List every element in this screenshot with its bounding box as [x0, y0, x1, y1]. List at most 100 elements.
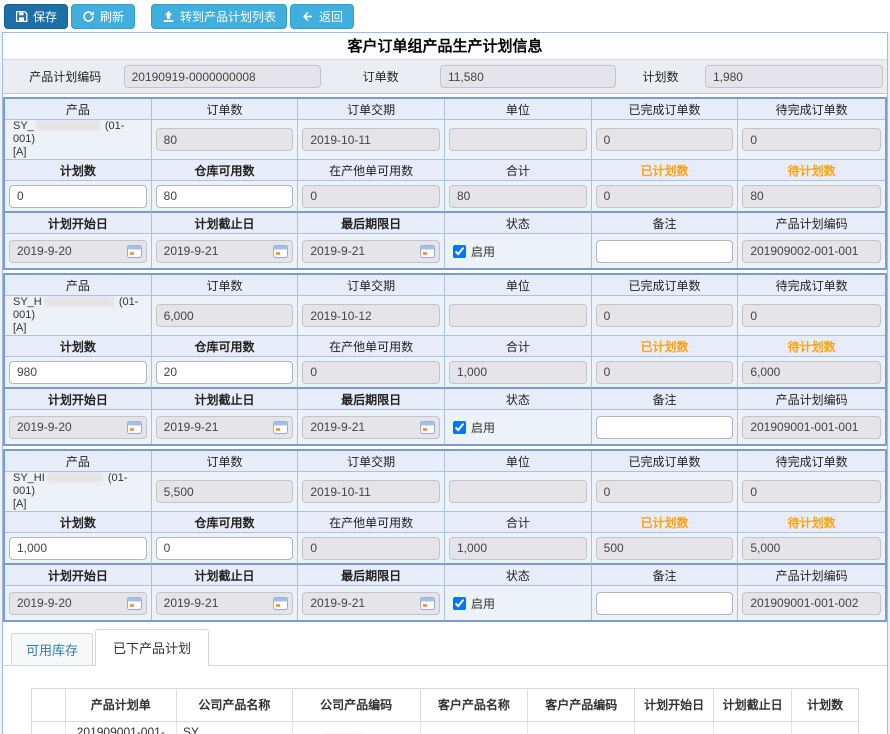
redacted-text	[35, 120, 100, 130]
start-date-input[interactable]	[9, 591, 147, 615]
completed-header: 已完成订单数	[591, 451, 739, 472]
start-date-header: 计划开始日	[5, 565, 152, 586]
deadline-date-input[interactable]	[302, 591, 440, 615]
save-button[interactable]: 保存	[4, 4, 69, 29]
other-avail-header: 在产他单可用数	[298, 160, 445, 181]
toolbar: 保存 刷新 转到产品计划列表 返回	[0, 0, 890, 32]
placed-plans-table: 产品计划单 公司产品名称 公司产品编码 客户产品名称 客户产品编码 计划开始日 …	[31, 688, 859, 734]
remark-input[interactable]	[595, 239, 734, 263]
page-title: 客户订单组产品生产计划信息	[3, 33, 887, 60]
pending-value	[742, 480, 881, 503]
tab-placed-product-plans[interactable]: 已下产品计划	[95, 629, 210, 666]
enabled-checkbox[interactable]	[453, 244, 466, 258]
end-date-header: 计划截止日	[151, 565, 299, 586]
col-row-number	[32, 689, 66, 722]
calendar-icon[interactable]	[126, 596, 142, 610]
deadline-header: 最后期限日	[298, 565, 445, 586]
calendar-icon[interactable]	[420, 596, 435, 610]
end-date-header: 计划截止日	[151, 213, 299, 234]
start-date-header: 计划开始日	[5, 213, 152, 234]
total-header: 合计	[445, 160, 592, 181]
warehouse-input[interactable]	[155, 360, 294, 384]
warehouse-input[interactable]	[155, 536, 294, 560]
table-header-row: 产品计划单 公司产品名称 公司产品编码 客户产品名称 客户产品编码 计划开始日 …	[32, 689, 858, 722]
back-button[interactable]: 返回	[290, 4, 355, 29]
deadline-header: 最后期限日	[298, 213, 445, 234]
main-panel: 客户订单组产品生产计划信息 产品计划编码 订单数 计划数 产品 订单数 订单交期…	[2, 32, 888, 734]
order-qty-header: 订单数	[151, 99, 299, 120]
col-customer-product-code: 客户产品编码	[527, 689, 636, 722]
completed-header: 已完成订单数	[591, 99, 739, 120]
table-row[interactable]: 1 201909001-001-001 SY_ SY_ 01-001 A01-0…	[32, 720, 858, 734]
upload-arrow-icon	[162, 10, 175, 23]
end-date-input[interactable]	[155, 591, 294, 615]
delivery-header: 订单交期	[298, 99, 445, 120]
plan-qty-input[interactable]	[9, 184, 147, 208]
unit-header: 单位	[445, 451, 592, 472]
refresh-label: 刷新	[100, 10, 125, 24]
enabled-checkbox[interactable]	[453, 596, 466, 610]
product-header: 产品	[5, 451, 152, 472]
planned-value	[595, 360, 734, 384]
total-header: 合计	[445, 336, 592, 357]
save-icon	[15, 10, 28, 23]
tab-available-inventory[interactable]: 可用库存	[11, 633, 94, 665]
start-date-input[interactable]	[9, 239, 147, 263]
enabled-checkbox[interactable]	[453, 420, 466, 434]
enabled-label: 启用	[471, 244, 496, 259]
warehouse-header: 仓库可用数	[151, 336, 299, 357]
col-plan-end: 计划截止日	[712, 689, 793, 722]
bottom-tab-bar: 可用库存 已下产品计划	[3, 629, 887, 666]
other-avail-header: 在产他单可用数	[298, 336, 445, 357]
col-company-product-name: 公司产品名称	[176, 689, 293, 722]
calendar-icon[interactable]	[273, 596, 289, 610]
enabled-label: 启用	[471, 420, 496, 435]
summary-row: 产品计划编码 订单数 计划数	[3, 60, 887, 94]
pending-header: 待完成订单数	[738, 451, 885, 472]
plan-qty-input[interactable]	[9, 536, 147, 560]
product-plan-block: 产品 订单数 订单交期 单位 已完成订单数 待完成订单数 SY_ (01-001…	[3, 97, 887, 270]
plan-qty-header: 计划数	[5, 160, 152, 181]
remark-input[interactable]	[595, 415, 734, 439]
remark-header: 备注	[591, 213, 739, 234]
completed-header: 已完成订单数	[591, 275, 739, 296]
plan-qty-input[interactable]	[9, 360, 147, 384]
other-avail-value	[302, 536, 440, 560]
cell-row-number: 1	[32, 720, 66, 734]
remark-header: 备注	[591, 565, 739, 586]
product-plan-block: 产品 订单数 订单交期 单位 已完成订单数 待完成订单数 SY_HI (01-0…	[3, 449, 887, 622]
cell-customer-product-code: A01-001	[527, 720, 636, 734]
calendar-icon[interactable]	[420, 244, 435, 258]
plan-code-header: 产品计划编码	[738, 565, 885, 586]
goto-plan-list-button[interactable]: 转到产品计划列表	[151, 4, 288, 29]
deadline-date-input[interactable]	[302, 415, 440, 439]
summary-order-qty-label: 订单数	[362, 70, 399, 84]
col-plan-start: 计划开始日	[634, 689, 714, 722]
cell-plan-qty: 500	[791, 720, 858, 734]
remark-input[interactable]	[595, 591, 734, 615]
start-date-input[interactable]	[9, 415, 147, 439]
start-date-header: 计划开始日	[5, 389, 152, 410]
refresh-button[interactable]: 刷新	[71, 4, 136, 29]
calendar-icon[interactable]	[420, 420, 435, 434]
end-date-input[interactable]	[155, 415, 294, 439]
status-header: 状态	[445, 565, 592, 586]
summary-order-qty-value	[439, 65, 617, 88]
calendar-icon[interactable]	[126, 420, 142, 434]
to-plan-value	[742, 184, 881, 208]
total-value	[449, 360, 587, 384]
deadline-date-input[interactable]	[302, 239, 440, 263]
plan-code-value	[742, 239, 881, 263]
to-plan-header: 待计划数	[738, 160, 885, 181]
calendar-icon[interactable]	[126, 244, 142, 258]
end-date-input[interactable]	[155, 239, 294, 263]
warehouse-input[interactable]	[155, 184, 294, 208]
completed-value	[595, 480, 734, 503]
plan-code-header: 产品计划编码	[738, 213, 885, 234]
order-qty-value	[155, 128, 294, 151]
planned-header: 已计划数	[591, 160, 739, 181]
summary-plan-code-label: 产品计划编码	[29, 70, 102, 84]
calendar-icon[interactable]	[273, 244, 289, 258]
warehouse-header: 仓库可用数	[151, 160, 299, 181]
calendar-icon[interactable]	[273, 420, 289, 434]
